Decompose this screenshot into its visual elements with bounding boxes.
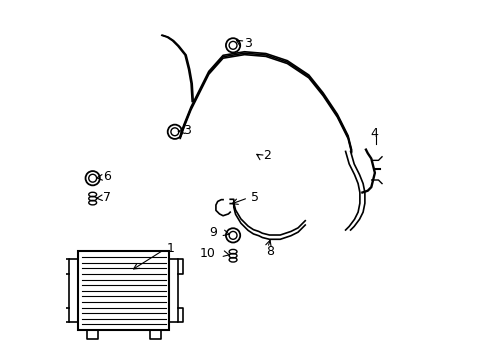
Text: 6: 6	[103, 170, 111, 183]
Text: 2: 2	[263, 149, 270, 162]
Text: 9: 9	[208, 226, 216, 239]
Text: 7: 7	[103, 191, 111, 204]
Text: 3: 3	[183, 124, 190, 137]
Text: 5: 5	[250, 191, 258, 204]
Text: 4: 4	[369, 127, 377, 140]
Text: 1: 1	[166, 242, 174, 255]
Text: 3: 3	[244, 37, 251, 50]
Text: 10: 10	[199, 247, 215, 260]
Text: 8: 8	[265, 245, 273, 258]
